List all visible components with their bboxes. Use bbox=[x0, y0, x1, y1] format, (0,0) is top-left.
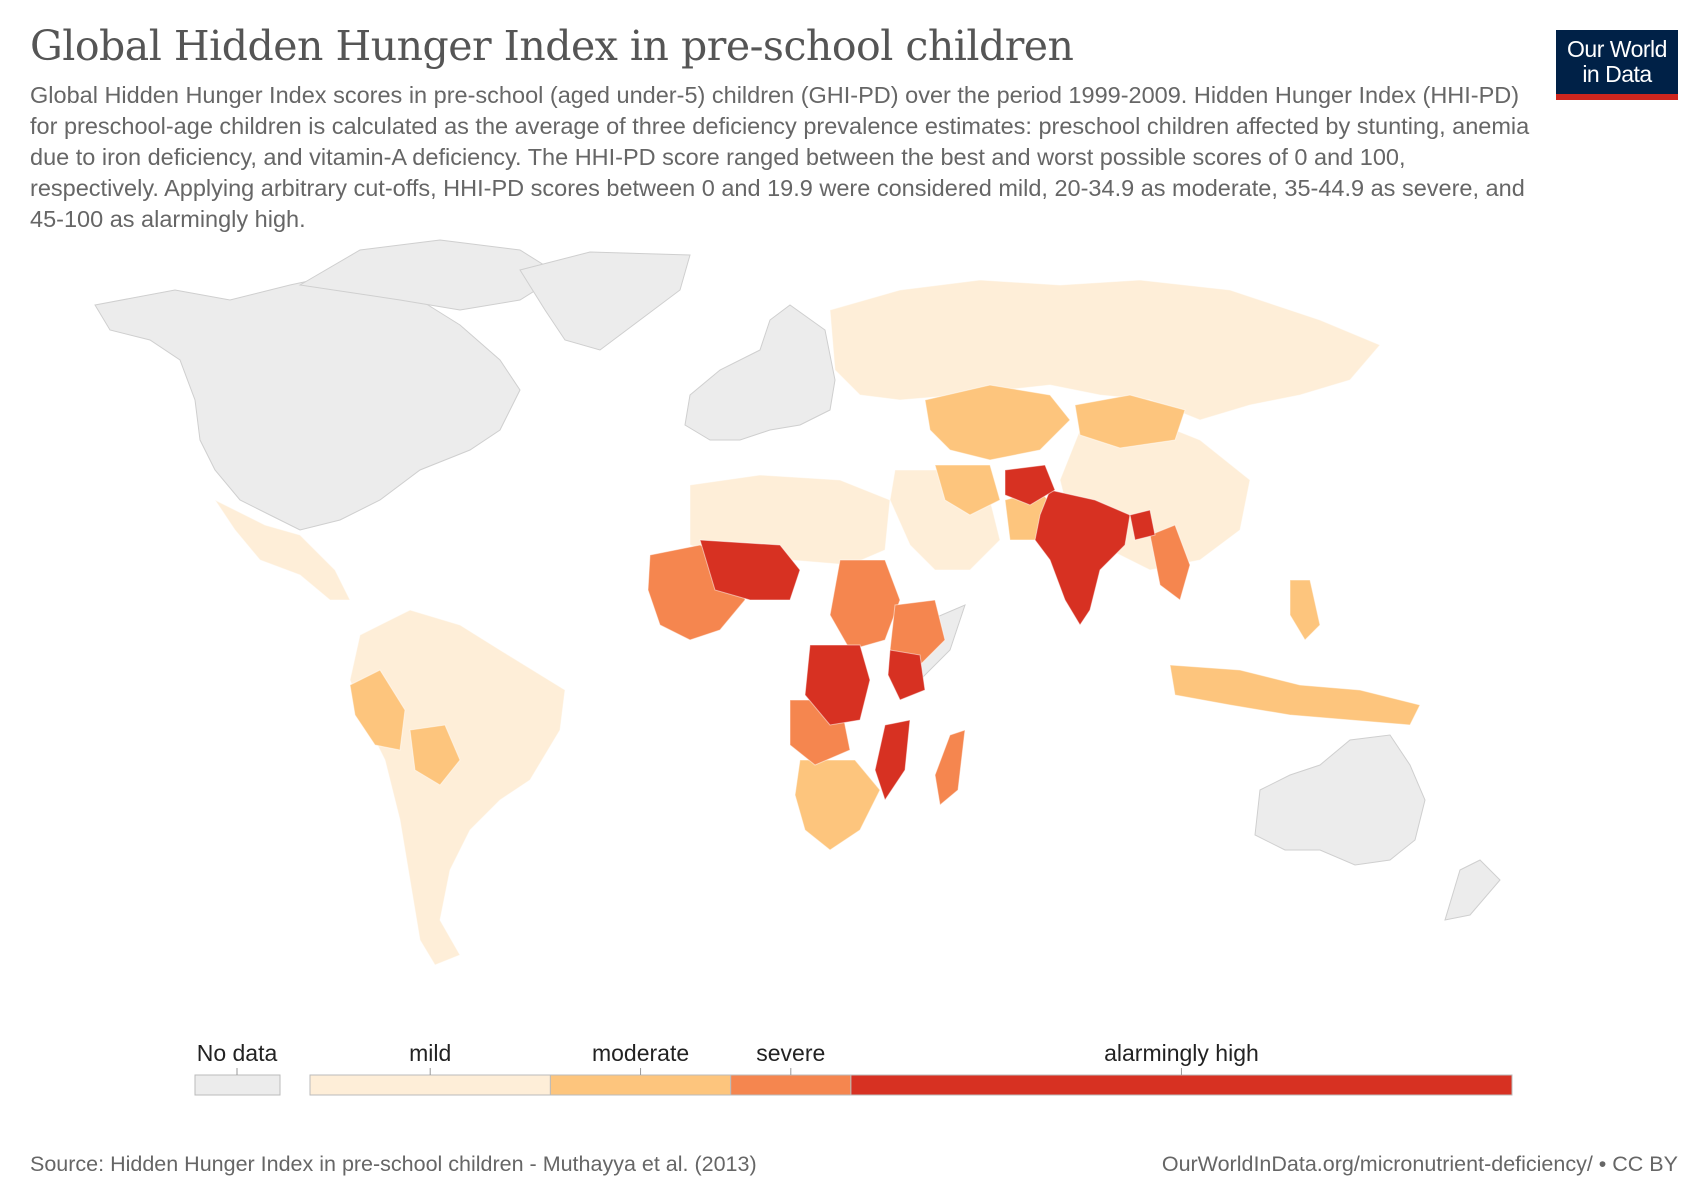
region-greenland[interactable] bbox=[519, 251, 691, 351]
legend-scale: mild moderate severe alarmingly high bbox=[309, 1040, 1513, 1096]
legend-swatch-severe[interactable] bbox=[730, 1074, 852, 1096]
region-myanmar[interactable] bbox=[1149, 524, 1191, 601]
region-central-asia[interactable] bbox=[924, 384, 1071, 461]
legend-label-mild: mild bbox=[409, 1040, 451, 1066]
legend-no-data-label: No data bbox=[197, 1040, 278, 1066]
region-indonesia[interactable] bbox=[1169, 664, 1421, 726]
world-map bbox=[94, 239, 1501, 966]
source-url[interactable]: OurWorldInData.org/micronutrient-deficie… bbox=[1161, 1152, 1678, 1176]
legend-label-severe: severe bbox=[756, 1040, 825, 1066]
legend-no-data: No data bbox=[194, 1040, 281, 1096]
region-sudan[interactable] bbox=[829, 559, 901, 651]
region-mexico[interactable] bbox=[213, 498, 351, 601]
logo-accent-bar bbox=[1556, 94, 1678, 100]
legend-no-data-swatch bbox=[194, 1074, 281, 1096]
chart-subtitle: Global Hidden Hunger Index scores in pre… bbox=[30, 82, 1530, 232]
region-australia[interactable] bbox=[1254, 734, 1426, 866]
region-sahel[interactable] bbox=[699, 539, 801, 601]
legend-label-moderate: moderate bbox=[592, 1040, 689, 1066]
source-note: Source: Hidden Hunger Index in pre-schoo… bbox=[30, 1152, 757, 1176]
logo-line-2: in Data bbox=[1582, 61, 1652, 87]
region-iran[interactable] bbox=[934, 464, 1001, 516]
legend-swatch-alarmingly-high[interactable] bbox=[850, 1074, 1513, 1096]
region-kenya[interactable] bbox=[887, 649, 926, 701]
logo-line-1: Our World bbox=[1567, 36, 1667, 62]
region-philippines[interactable] bbox=[1289, 579, 1321, 641]
region-mongolia[interactable] bbox=[1074, 394, 1186, 449]
region-mozambique[interactable] bbox=[874, 719, 911, 802]
region-russia[interactable] bbox=[829, 279, 1381, 421]
legend-swatch-mild[interactable] bbox=[309, 1074, 551, 1096]
region-india[interactable] bbox=[1034, 489, 1131, 626]
legend-swatch-moderate[interactable] bbox=[549, 1074, 732, 1096]
region-afghanistan[interactable] bbox=[1004, 464, 1056, 506]
region-southern-africa[interactable] bbox=[794, 759, 881, 851]
legend: No data mild moderate severe alarmingly hig… bbox=[194, 1040, 1513, 1096]
region-bangladesh[interactable] bbox=[1129, 509, 1156, 541]
region-ethiopia[interactable] bbox=[889, 599, 946, 666]
legend-label-alarmingly-high: alarmingly high bbox=[1104, 1040, 1259, 1066]
region-dr-congo[interactable] bbox=[804, 644, 871, 726]
chart-title: Global Hidden Hunger Index in pre-school… bbox=[30, 22, 1074, 70]
region-europe[interactable] bbox=[684, 304, 836, 441]
region-bolivia[interactable] bbox=[409, 724, 461, 786]
region-peru[interactable] bbox=[349, 669, 406, 751]
region-south-america[interactable] bbox=[349, 609, 566, 966]
owid-logo[interactable]: Our World in Data bbox=[1556, 30, 1678, 100]
region-madagascar[interactable] bbox=[934, 729, 966, 806]
region-new-zealand[interactable] bbox=[1444, 859, 1501, 921]
